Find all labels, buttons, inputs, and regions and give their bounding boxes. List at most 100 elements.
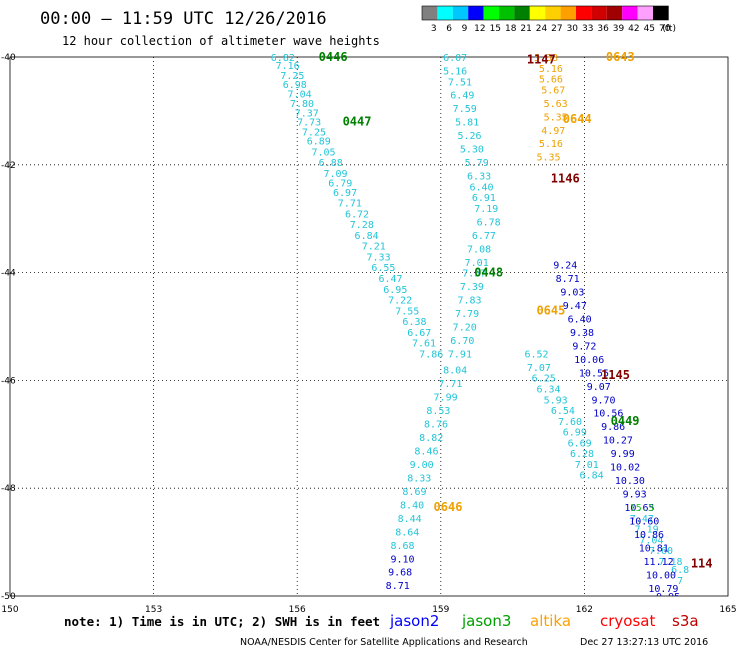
wave-height-point: 8.33 <box>407 473 431 484</box>
scale-label: 9 <box>462 24 468 34</box>
wave-height-point: 7.51 <box>448 77 472 88</box>
wave-height-point: 6.89 <box>307 137 331 148</box>
wave-height-point: 9.72 <box>572 341 596 352</box>
x-tick-label: 156 <box>289 605 306 615</box>
scale-swatch <box>422 6 438 20</box>
wave-height-point: 7.55 <box>395 306 419 317</box>
pass-time-label: 0644 <box>563 112 592 126</box>
pass-time-label: 1146 <box>551 171 580 185</box>
wave-height-point: 6.34 <box>536 384 560 395</box>
scale-swatch <box>560 6 576 20</box>
wave-height-point: 7.33 <box>367 252 391 263</box>
wave-height-point: 6.95 <box>383 285 407 296</box>
note-text: note: 1) Time is in UTC; 2) SWH is in fe… <box>64 614 380 629</box>
wave-height-point: 8.40 <box>400 500 424 511</box>
wave-height-point: 7.86 <box>419 349 443 360</box>
wave-height-point: 7 <box>677 576 683 587</box>
wave-height-point: 5.35 <box>536 153 560 164</box>
scale-swatch <box>452 6 469 20</box>
wave-height-point: 5.35 <box>544 112 568 123</box>
wave-height-point: 8.44 <box>398 514 422 525</box>
wave-height-point: 7.20 <box>453 323 477 334</box>
chart-subtitle: 12 hour collection of altimeter wave hei… <box>62 34 380 48</box>
wave-height-point: 6.77 <box>472 231 496 242</box>
scale-swatch <box>576 6 592 20</box>
wave-height-point: 7.60 <box>558 417 582 428</box>
wave-height-point: 9.38 <box>570 328 594 339</box>
wave-height-point: 7.71 <box>338 199 362 210</box>
wave-height-point: 7.28 <box>350 220 374 231</box>
wave-height-point: 10.06 <box>574 355 604 366</box>
pass-time-label: 0643 <box>606 50 635 64</box>
scale-label: 30 <box>567 24 579 34</box>
wave-height-point: 9.99 <box>611 449 635 460</box>
wave-height-point: 7.47 <box>630 514 654 525</box>
wave-height-point: 9.00 <box>410 460 434 471</box>
chart-title: 00:00 – 11:59 UTC 12/26/2016 <box>40 9 327 29</box>
scale-swatch <box>499 6 515 20</box>
wave-height-point: 5.16 <box>539 64 563 75</box>
x-tick-label: 162 <box>576 605 593 615</box>
y-tick-label: -46 <box>1 376 16 386</box>
wave-height-point: 7.04 <box>639 535 663 546</box>
wave-height-point: 7.18 <box>659 557 683 568</box>
scale-label: 70 <box>659 24 671 34</box>
wave-height-point: 7.09 <box>323 169 347 180</box>
wave-height-point: 7.25 <box>280 71 304 82</box>
legend-cryosat: cryosat <box>600 612 655 630</box>
wave-height-point: 5.16 <box>443 66 467 77</box>
wave-height-point: 7.57 <box>462 269 486 280</box>
scale-label: 45 <box>644 24 655 34</box>
wave-height-point: 7.91 <box>448 349 472 360</box>
footer-credit: NOAA/NESDIS Center for Satellite Applica… <box>240 637 528 648</box>
wave-height-point: 6.8 <box>671 565 689 576</box>
wave-height-point: 6.28 <box>570 449 594 460</box>
pass-time-label: 0449 <box>611 414 640 428</box>
wave-height-point: 6.47 <box>378 274 402 285</box>
scale-label: 15 <box>490 24 501 34</box>
legend-jason2: jason2 <box>389 612 439 630</box>
wave-height-point: 7.79 <box>455 309 479 320</box>
wave-height-point: 9.47 <box>563 301 587 312</box>
wave-height-point: 5.63 <box>544 99 568 110</box>
wave-height-point: 7.59 <box>453 104 477 115</box>
scale-swatch <box>637 6 653 20</box>
wave-height-point: 7.07 <box>527 363 551 374</box>
wave-height-point: 15.3 <box>630 503 654 514</box>
pass-time-label: 1145 <box>601 368 630 382</box>
wave-height-point: 5.67 <box>541 85 565 96</box>
y-tick-label: -44 <box>1 269 16 279</box>
wave-height-point: 7.19 <box>474 204 498 215</box>
wave-height-point: 6.88 <box>319 158 343 169</box>
wave-height-point: 11.12 <box>644 557 674 568</box>
scale-unit: (ft) <box>662 24 676 34</box>
plot-area: 150 153 156 159 162 165 -40 -42 -44 -46 -48 -50 6.82… <box>1 50 737 615</box>
wave-height-point: 10.55 <box>579 368 609 379</box>
scale-swatch <box>483 6 499 20</box>
wave-height-point: 7.80 <box>290 99 314 110</box>
wave-height-point: 6.78 <box>477 217 501 228</box>
wave-height-point: 7.04 <box>288 90 312 101</box>
wave-height-point: 5.81 <box>455 118 479 129</box>
legend-altika: altika <box>530 612 571 630</box>
wave-height-point: 7.25 <box>302 127 326 138</box>
wave-height-point: 6.52 <box>524 349 548 360</box>
scale-label: 24 <box>536 24 548 34</box>
wave-height-point: 9.70 <box>591 395 615 406</box>
wave-height-point: 6.84 <box>580 471 604 482</box>
wave-height-point: 10.65 <box>624 503 654 514</box>
scale-swatch <box>529 6 546 20</box>
wave-height-point: 7.61 <box>412 339 436 350</box>
scale-label: 6 <box>446 24 452 34</box>
footer-timestamp: Dec 27 13:27:13 UTC 2016 <box>580 637 708 648</box>
scale-swatch <box>606 6 623 20</box>
scale-swatch <box>468 6 484 20</box>
wave-height-point: 8.64 <box>395 527 419 538</box>
satellite-legend: jason2 jason3 altika cryosat s3a <box>389 612 699 630</box>
wave-height-point: 6.33 <box>467 172 491 183</box>
wave-height-point: 10.60 <box>629 517 659 528</box>
wave-height-point: 5.16 <box>539 139 563 150</box>
wave-height-point: 5.30 <box>460 145 484 156</box>
wave-height-point: 7.39 <box>460 282 484 293</box>
scale-label: 18 <box>505 24 517 34</box>
